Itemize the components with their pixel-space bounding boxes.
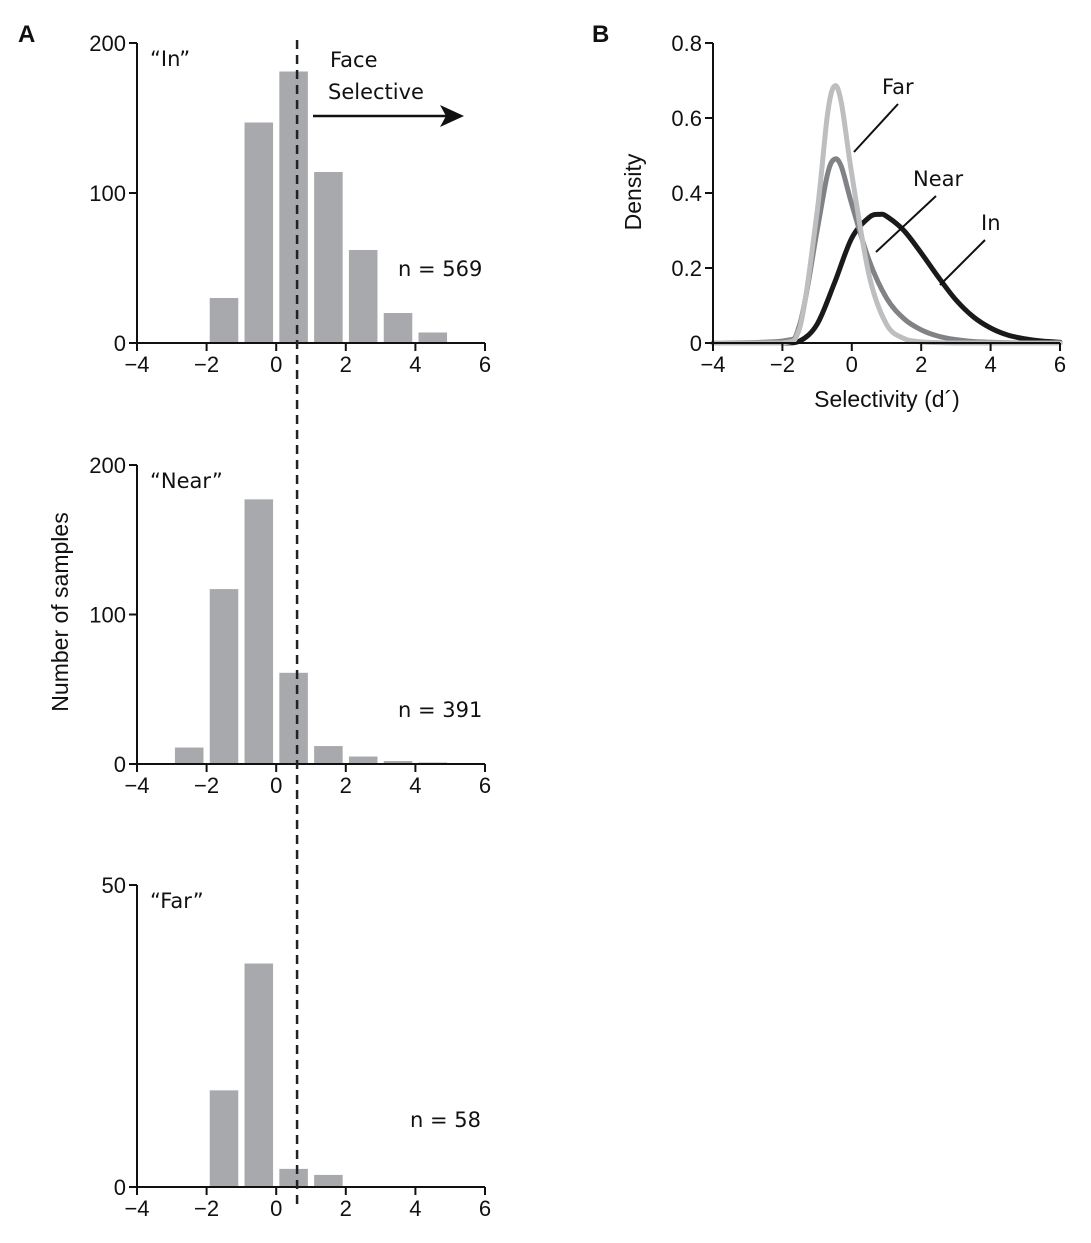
histogram-y-axis-label: Number of samples [47, 512, 73, 711]
histogram-in-bar [209, 298, 239, 343]
histogram-far-title: “Far” [150, 889, 204, 913]
histogram-in-bar [418, 332, 448, 343]
x-tick-label: −4 [124, 352, 149, 377]
density-label-near: Near [913, 167, 963, 191]
histogram-near-bar [209, 589, 239, 764]
y-tick-label: 0 [114, 752, 126, 777]
histogram-near-bar [244, 499, 274, 764]
x-tick-label: 4 [409, 773, 421, 798]
histogram-near-axes: −4 −2 0 2 4 6 0 100 200 [89, 453, 491, 798]
x-tick-label: −2 [194, 773, 219, 798]
histogram-in-bar [314, 172, 343, 343]
histogram-far-axes: −4 −2 0 2 4 6 0 50 [102, 873, 492, 1221]
density-leader-in [939, 239, 986, 286]
y-tick-label: 0 [114, 331, 126, 356]
face-selective-arrow [313, 105, 464, 127]
histogram-far-bar [244, 963, 274, 1187]
x-tick-label: 6 [479, 1196, 491, 1221]
x-tick-label: 2 [915, 352, 927, 377]
x-tick-label: −2 [194, 352, 219, 377]
density-curve-in [710, 211, 1063, 346]
histogram-far-bar [279, 1168, 308, 1187]
y-tick-label: 0.2 [671, 256, 702, 281]
density-curve-near [710, 156, 1063, 346]
x-tick-label: 0 [270, 352, 282, 377]
x-tick-label: 2 [340, 1196, 352, 1221]
histogram-near-bar [174, 747, 204, 764]
histogram-near-title: “Near” [150, 469, 223, 493]
density-axes: −4 −2 0 2 4 6 0 0.2 0.4 0.6 0.8 [671, 31, 1066, 377]
histogram-in-axes: −4 −2 0 2 4 6 0 100 200 [89, 31, 491, 377]
y-tick-label: 100 [89, 603, 126, 628]
x-tick-label: −4 [700, 352, 725, 377]
histogram-near-count: n = 391 [398, 698, 482, 722]
y-tick-label: 0.4 [671, 181, 702, 206]
x-tick-label: 0 [270, 1196, 282, 1221]
x-tick-label: −4 [124, 773, 149, 798]
histogram-near-bar [314, 746, 343, 764]
y-tick-label: 200 [89, 453, 126, 478]
x-tick-label: 0 [270, 773, 282, 798]
x-tick-label: 0 [846, 352, 858, 377]
x-tick-label: 4 [409, 1196, 421, 1221]
density-curves [710, 83, 1063, 346]
histogram-in-bar [279, 71, 308, 343]
x-tick-label: −4 [124, 1196, 149, 1221]
x-tick-label: 6 [479, 352, 491, 377]
histogram-far-count: n = 58 [410, 1108, 481, 1132]
x-tick-label: 6 [1054, 352, 1066, 377]
density-leader-near [875, 195, 937, 253]
histogram-far-panel: −4 −2 0 2 4 6 0 50 “Far” n = 58 [102, 873, 492, 1221]
y-tick-label: 0.6 [671, 106, 702, 131]
density-label-in: In [981, 211, 1001, 235]
histogram-in-title: “In” [150, 47, 190, 71]
histogram-near-panel: −4 −2 0 2 4 6 0 100 200 “Near” n = 391 [89, 453, 491, 798]
y-tick-label: 0 [114, 1175, 126, 1200]
y-tick-label: 50 [102, 873, 126, 898]
density-panel: −4 −2 0 2 4 6 0 0.2 0.4 0.6 0.8 Selectivity (d´) D… [620, 31, 1066, 412]
face-selective-label-line2: Selective [328, 80, 424, 104]
density-y-axis-label: Density [620, 153, 646, 230]
histogram-near-bars [174, 499, 448, 764]
histogram-far-bars [209, 963, 343, 1187]
x-tick-label: −2 [770, 352, 795, 377]
x-tick-label: −2 [194, 1196, 219, 1221]
histogram-in-bar [383, 313, 413, 343]
histogram-near-bar [279, 672, 308, 764]
face-selective-label-line1: Face [330, 48, 378, 72]
y-tick-label: 100 [89, 181, 126, 206]
x-tick-label: 4 [984, 352, 996, 377]
histogram-near-bar [348, 756, 378, 764]
density-label-far: Far [882, 75, 914, 99]
y-tick-label: 200 [89, 31, 126, 56]
histogram-in-bar [348, 250, 378, 343]
x-tick-label: 4 [409, 352, 421, 377]
panel-label-b: B [592, 21, 609, 48]
panel-label-a: A [18, 21, 35, 48]
histogram-far-bar [209, 1090, 239, 1187]
density-x-axis-label: Selectivity (d´) [814, 386, 960, 412]
histogram-in-bar [244, 122, 274, 343]
y-tick-label: 0 [690, 331, 702, 356]
histogram-in-count: n = 569 [398, 257, 482, 281]
histogram-near-bar [383, 761, 413, 764]
histogram-far-bar [314, 1174, 343, 1187]
y-tick-label: 0.8 [671, 31, 702, 56]
histogram-in-bars [209, 71, 448, 343]
x-tick-label: 2 [340, 773, 352, 798]
x-tick-label: 2 [340, 352, 352, 377]
x-tick-label: 6 [479, 773, 491, 798]
histogram-in-panel: −4 −2 0 2 4 6 0 100 200 “In” n = 569 [89, 31, 491, 377]
density-leader-far [853, 103, 899, 153]
